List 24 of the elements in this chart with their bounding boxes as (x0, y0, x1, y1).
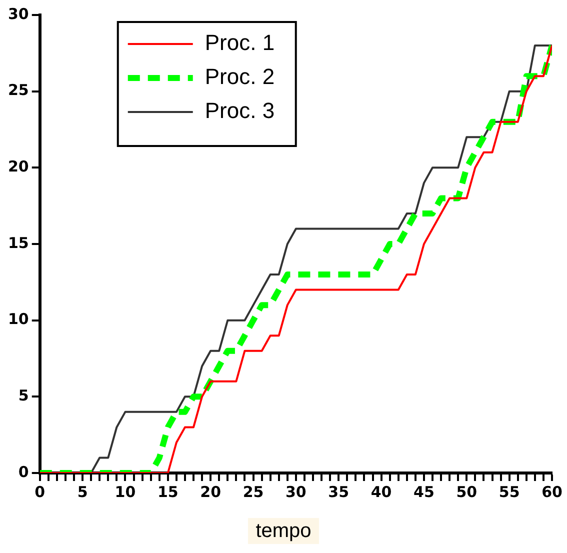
x-tick-label: 25 (242, 482, 264, 501)
y-tick-label: 20 (8, 158, 29, 176)
y-tick-label: 5 (18, 386, 29, 405)
x-tick-label: 60 (542, 482, 562, 501)
x-tick-label: 35 (328, 482, 350, 501)
y-tick-label: 10 (8, 310, 29, 328)
x-tick-label: 10 (114, 482, 136, 501)
y-tick-label: 25 (8, 81, 29, 100)
legend-label: Proc. 2 (204, 64, 275, 90)
x-tick-label: 15 (157, 482, 178, 501)
x-axis-title: tempo (248, 518, 320, 544)
x-tick-label: 5 (77, 482, 88, 501)
x-tick-label: 55 (498, 482, 520, 501)
legend-label: Proc. 1 (204, 30, 275, 56)
legend-label: Proc. 3 (204, 98, 275, 124)
x-tick-label: 20 (200, 482, 222, 501)
y-tick-label: 0 (18, 462, 29, 481)
y-tick-label: 15 (8, 234, 29, 252)
x-tick-label: 45 (414, 482, 434, 501)
x-tick-label: 40 (370, 482, 392, 501)
x-tick-label: 30 (286, 482, 306, 501)
y-tick-label: 30 (8, 4, 29, 23)
x-tick-label: 50 (456, 482, 478, 501)
x-tick-label: 0 (34, 482, 46, 501)
